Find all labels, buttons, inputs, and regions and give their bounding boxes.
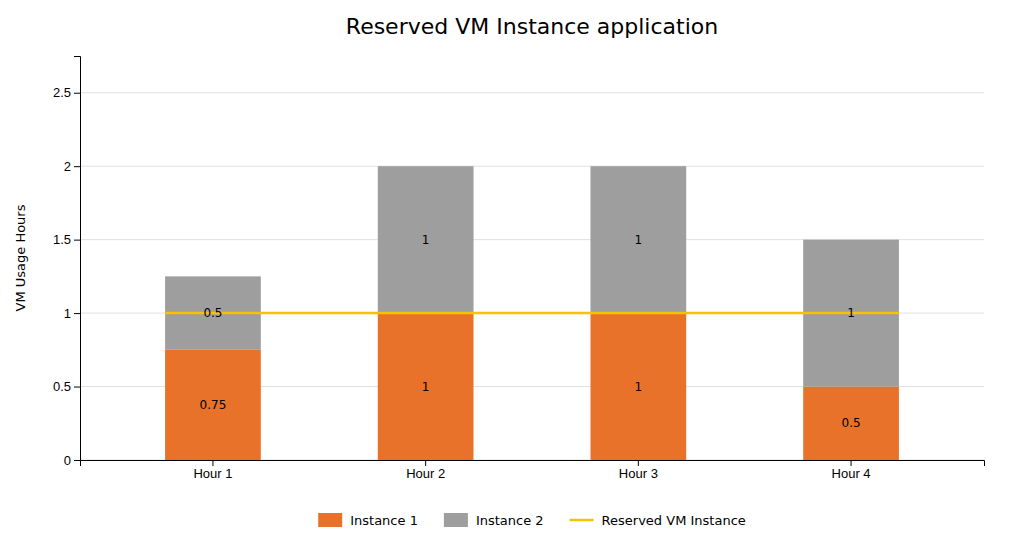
data-label: 1 [422,233,430,247]
tick-mark [851,460,852,466]
y-axis: 0 0.5 1 1.5 2 2.5 [53,57,81,468]
tick-label: 2.5 [53,85,71,100]
tick: Hour 1 [193,460,232,481]
marks [165,166,899,460]
grid-line [80,166,984,167]
legend-swatch [444,513,468,527]
plot: 0.75 1 1 0.5 0.5 1 1 1 Hour 1 Hour 2 Hour 3 Hour 4 0… [13,57,985,482]
tick-mark [74,240,80,241]
tick-mark [74,166,80,167]
tick-mark [74,387,80,388]
tick-label: 0 [64,453,71,468]
legend: Instance 1 Instance 2 Reserved VM Instance [318,513,746,528]
legend-item: Instance 1 [318,513,418,528]
reference-line [165,312,899,315]
tick-label: Hour 1 [193,466,232,481]
bar [378,166,474,313]
data-labels: 0.75 1 1 0.5 0.5 1 1 1 [200,233,861,431]
tick: 2 [64,159,80,174]
data-label: 1 [847,306,855,320]
data-label: 1 [422,380,430,394]
legend-item: Reserved VM Instance [570,513,746,528]
axis-line [74,57,81,461]
data-label: 1 [635,233,643,247]
tick-mark [425,460,426,466]
tick-mark [638,460,639,466]
tick-label: 0.5 [53,379,71,394]
x-axis: Hour 1 Hour 2 Hour 3 Hour 4 [81,460,985,481]
title: Reserved VM Instance application [346,14,718,39]
grid-line [80,92,984,93]
tick-label: Hour 4 [832,466,871,481]
legend-swatch [318,513,342,527]
axis-line [81,461,985,467]
tick-mark [74,460,80,461]
tick-label: Hour 2 [406,466,445,481]
legend-label: Reserved VM Instance [602,513,746,528]
tick: 0.5 [53,379,80,394]
tick-mark [74,313,80,314]
tick: Hour 3 [619,460,658,481]
axis-title: VM Usage Hours [13,204,28,311]
data-label: 0.5 [203,306,222,320]
legend-swatch [570,519,594,522]
grid [80,93,984,460]
legend-label: Instance 2 [476,513,544,528]
tick-label: 2 [64,159,71,174]
tick-label: Hour 3 [619,466,658,481]
tick: 2.5 [53,85,80,100]
tick: 1.5 [53,232,80,247]
chart: 0.75 1 1 0.5 0.5 1 1 1 Hour 1 Hour 2 Hour 3 Hour 4 0… [0,0,1014,550]
data-label: 0.5 [842,416,861,430]
tick-label: 1 [64,306,71,321]
bar [165,350,261,460]
bar [590,313,686,460]
tick: 0 [64,453,80,468]
legend-label: Instance 1 [350,513,418,528]
tick: Hour 4 [832,460,871,481]
tick-mark [212,460,213,466]
tick-label: 1.5 [53,232,71,247]
legend-item: Instance 2 [444,513,544,528]
bar [803,387,899,460]
tick: Hour 2 [406,460,445,481]
bar [378,313,474,460]
data-label: 1 [635,380,643,394]
data-label: 0.75 [200,398,227,412]
bar [590,166,686,313]
tick-mark [74,93,80,94]
tick: 1 [64,306,80,321]
